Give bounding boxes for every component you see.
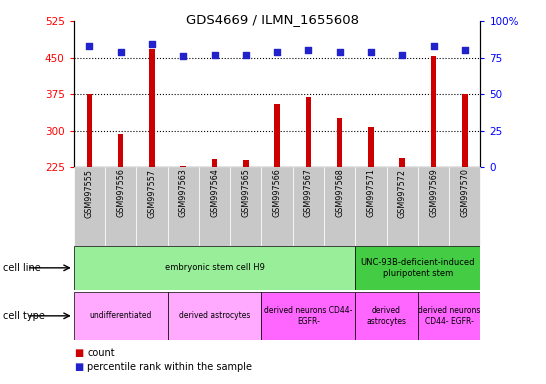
Point — [210, 51, 219, 58]
Bar — [431, 56, 436, 167]
Bar — [400, 158, 405, 167]
Bar — [180, 166, 186, 167]
Text: GSM997571: GSM997571 — [366, 169, 376, 217]
Bar — [105, 167, 136, 246]
Bar — [212, 159, 217, 167]
Point — [304, 47, 313, 53]
Point — [147, 41, 156, 48]
Point — [335, 49, 344, 55]
Text: percentile rank within the sample: percentile rank within the sample — [87, 362, 252, 372]
Bar — [355, 167, 387, 246]
Text: cell line: cell line — [3, 263, 40, 273]
Point — [398, 51, 407, 58]
Text: GSM997569: GSM997569 — [429, 169, 438, 217]
Bar — [262, 167, 293, 246]
Bar — [86, 94, 92, 167]
Bar — [306, 96, 311, 167]
Text: count: count — [87, 348, 115, 358]
Bar — [168, 292, 262, 340]
Text: GSM997570: GSM997570 — [460, 169, 470, 217]
Bar — [462, 94, 468, 167]
Point — [179, 53, 188, 59]
Text: GSM997566: GSM997566 — [272, 169, 282, 217]
Text: GSM997563: GSM997563 — [179, 169, 188, 217]
Bar — [118, 134, 123, 167]
Text: GSM997565: GSM997565 — [241, 169, 250, 217]
Point — [273, 49, 282, 55]
Point — [460, 47, 469, 53]
Bar — [293, 167, 324, 246]
Bar — [74, 246, 355, 290]
Text: ■: ■ — [74, 348, 83, 358]
Text: GSM997572: GSM997572 — [397, 169, 407, 218]
Bar — [149, 49, 155, 167]
Bar — [418, 167, 449, 246]
Point — [85, 43, 94, 49]
Bar — [168, 167, 199, 246]
Text: derived astrocytes: derived astrocytes — [179, 311, 250, 320]
Point — [116, 49, 125, 55]
Bar — [355, 292, 418, 340]
Bar — [324, 167, 355, 246]
Bar — [368, 127, 374, 167]
Text: GSM997567: GSM997567 — [304, 169, 313, 217]
Point — [241, 51, 250, 58]
Bar — [449, 167, 480, 246]
Text: UNC-93B-deficient-induced
pluripotent stem: UNC-93B-deficient-induced pluripotent st… — [361, 258, 475, 278]
Bar — [274, 104, 280, 167]
Bar — [387, 167, 418, 246]
Text: GSM997555: GSM997555 — [85, 169, 94, 218]
Text: derived neurons CD44-
EGFR-: derived neurons CD44- EGFR- — [264, 306, 353, 326]
Text: GSM997568: GSM997568 — [335, 169, 344, 217]
Bar — [74, 292, 168, 340]
Text: derived neurons
CD44- EGFR-: derived neurons CD44- EGFR- — [418, 306, 480, 326]
Bar — [355, 246, 480, 290]
Bar — [337, 118, 342, 167]
Text: GSM997557: GSM997557 — [147, 169, 157, 218]
Bar — [262, 292, 355, 340]
Text: GSM997564: GSM997564 — [210, 169, 219, 217]
Text: GDS4669 / ILMN_1655608: GDS4669 / ILMN_1655608 — [187, 13, 359, 26]
Bar — [418, 292, 480, 340]
Text: GSM997556: GSM997556 — [116, 169, 125, 217]
Text: embryonic stem cell H9: embryonic stem cell H9 — [164, 263, 264, 272]
Text: ■: ■ — [74, 362, 83, 372]
Text: cell type: cell type — [3, 311, 45, 321]
Point — [366, 49, 375, 55]
Point — [429, 43, 438, 49]
Text: derived
astrocytes: derived astrocytes — [366, 306, 407, 326]
Bar — [243, 160, 248, 167]
Bar — [199, 167, 230, 246]
Text: undifferentiated: undifferentiated — [90, 311, 152, 320]
Bar — [74, 167, 105, 246]
Bar — [230, 167, 262, 246]
Bar — [136, 167, 168, 246]
